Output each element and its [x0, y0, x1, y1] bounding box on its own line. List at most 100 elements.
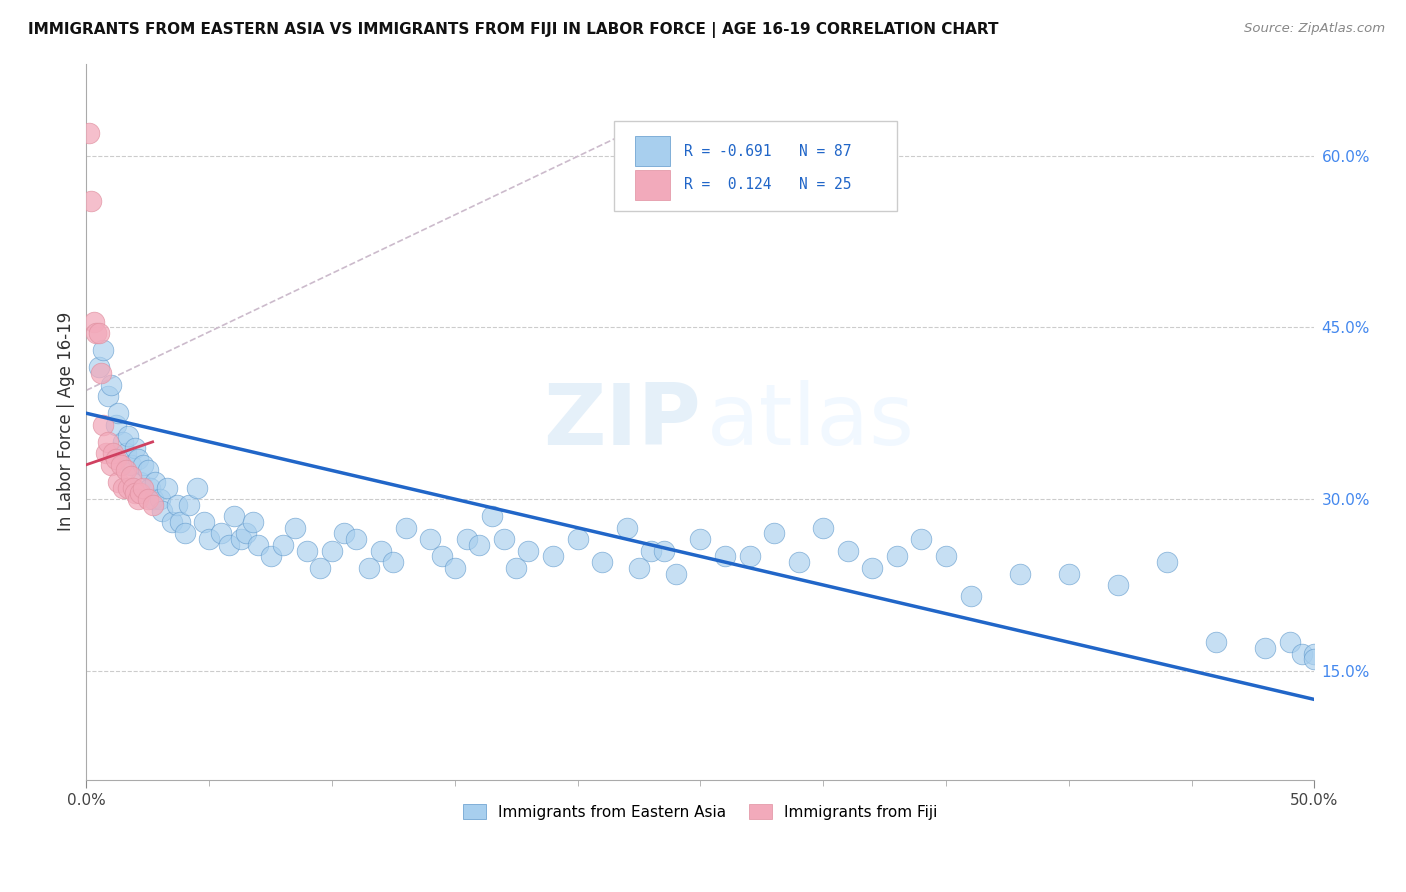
Point: [959, 590, 981, 604]
Point: [129, 475, 152, 489]
Point: [156, 481, 179, 495]
Point: [112, 481, 135, 495]
Point: [640, 543, 662, 558]
Point: [129, 486, 152, 500]
Point: [468, 538, 491, 552]
Point: [738, 549, 761, 564]
Point: [139, 481, 162, 495]
Point: [193, 515, 215, 529]
Point: [107, 406, 129, 420]
Point: [910, 532, 932, 546]
Point: [1303, 647, 1326, 661]
Point: [127, 492, 149, 507]
Point: [162, 515, 184, 529]
Text: IMMIGRANTS FROM EASTERN ASIA VS IMMIGRANTS FROM FIJI IN LABOR FORCE | AGE 16-19 : IMMIGRANTS FROM EASTERN ASIA VS IMMIGRAN…: [28, 22, 998, 38]
Point: [83, 315, 105, 329]
Point: [149, 492, 172, 507]
Point: [87, 360, 110, 375]
Point: [93, 417, 115, 432]
Point: [104, 417, 127, 432]
Point: [567, 532, 589, 546]
Point: [169, 515, 191, 529]
Point: [136, 492, 159, 507]
Point: [100, 458, 122, 472]
Point: [247, 538, 270, 552]
Point: [127, 452, 149, 467]
Point: [100, 377, 122, 392]
Point: [122, 481, 145, 495]
Point: [114, 446, 136, 460]
Point: [209, 526, 232, 541]
Point: [179, 498, 201, 512]
Point: [120, 458, 142, 472]
Point: [787, 555, 810, 569]
Point: [1057, 566, 1080, 581]
Point: [419, 532, 441, 546]
Point: [93, 343, 115, 358]
Point: [714, 549, 737, 564]
Point: [132, 481, 155, 495]
Point: [94, 446, 117, 460]
Point: [120, 469, 142, 483]
Point: [271, 538, 294, 552]
Point: [242, 515, 264, 529]
FancyBboxPatch shape: [636, 136, 669, 167]
Point: [297, 543, 319, 558]
Point: [235, 526, 257, 541]
Point: [107, 475, 129, 489]
Point: [222, 509, 245, 524]
Legend: Immigrants from Eastern Asia, Immigrants from Fiji: Immigrants from Eastern Asia, Immigrants…: [457, 797, 943, 826]
Text: R = -0.691: R = -0.691: [685, 144, 772, 159]
Point: [370, 543, 392, 558]
Point: [1205, 635, 1227, 649]
Point: [616, 521, 638, 535]
Text: R =  0.124: R = 0.124: [685, 178, 772, 193]
Point: [186, 481, 208, 495]
Point: [87, 326, 110, 340]
FancyBboxPatch shape: [614, 121, 897, 211]
Point: [346, 532, 368, 546]
Point: [333, 526, 356, 541]
Point: [198, 532, 221, 546]
Text: ZIP: ZIP: [543, 380, 700, 463]
Text: N = 87: N = 87: [799, 144, 851, 159]
Point: [173, 526, 195, 541]
Point: [124, 441, 146, 455]
Point: [1303, 652, 1326, 666]
Point: [80, 194, 103, 209]
Point: [443, 561, 465, 575]
Point: [1254, 640, 1277, 655]
Point: [517, 543, 540, 558]
Point: [112, 434, 135, 449]
Point: [166, 498, 188, 512]
Point: [152, 503, 174, 517]
Point: [218, 538, 240, 552]
Point: [136, 463, 159, 477]
Point: [811, 521, 834, 535]
Point: [591, 555, 613, 569]
Point: [1291, 647, 1313, 661]
Text: Source: ZipAtlas.com: Source: ZipAtlas.com: [1244, 22, 1385, 36]
Text: N = 25: N = 25: [799, 178, 851, 193]
Point: [117, 429, 139, 443]
Point: [763, 526, 786, 541]
Point: [837, 543, 859, 558]
Point: [627, 561, 650, 575]
Point: [382, 555, 405, 569]
Point: [97, 434, 120, 449]
Point: [492, 532, 515, 546]
Point: [432, 549, 454, 564]
FancyBboxPatch shape: [636, 170, 669, 200]
Point: [132, 458, 155, 472]
Point: [1107, 578, 1129, 592]
Point: [97, 389, 120, 403]
Text: atlas: atlas: [707, 380, 914, 463]
Point: [541, 549, 564, 564]
Point: [114, 463, 136, 477]
Point: [505, 561, 527, 575]
Point: [229, 532, 252, 546]
Point: [84, 326, 107, 340]
Point: [689, 532, 711, 546]
Point: [143, 475, 166, 489]
Point: [1156, 555, 1178, 569]
